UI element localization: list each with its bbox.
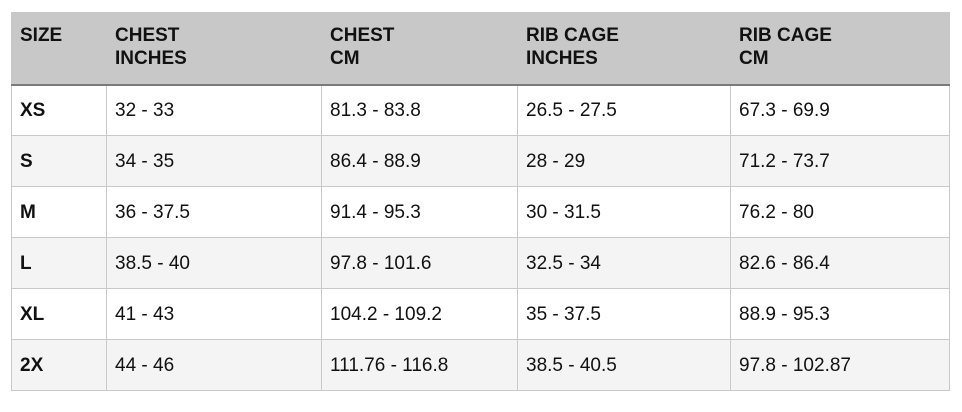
chest-inches-cell: 36 - 37.5 — [106, 186, 322, 238]
rib-cage-cm-cell: 76.2 - 80 — [730, 186, 950, 238]
rib-cage-cm-cell: 71.2 - 73.7 — [730, 135, 950, 187]
table-body: XS 32 - 33 81.3 - 83.8 26.5 - 27.5 67.3 … — [11, 84, 950, 391]
chest-cm-cell: 86.4 - 88.9 — [321, 135, 518, 187]
chest-cm-cell: 104.2 - 109.2 — [321, 288, 518, 340]
header-size: SIZE — [11, 12, 107, 86]
size-cell: S — [11, 135, 107, 187]
rib-cage-cm-cell: 67.3 - 69.9 — [730, 84, 950, 136]
rib-cage-cm-cell: 82.6 - 86.4 — [730, 237, 950, 289]
rib-cage-inches-cell: 38.5 - 40.5 — [517, 339, 731, 391]
size-cell: M — [11, 186, 107, 238]
chest-inches-cell: 32 - 33 — [106, 84, 322, 136]
table-row: S 34 - 35 86.4 - 88.9 28 - 29 71.2 - 73.… — [11, 135, 950, 187]
table-header: SIZE CHEST INCHES CHEST CM RIB CAGE INCH… — [11, 12, 950, 86]
size-cell: L — [11, 237, 107, 289]
chest-cm-cell: 111.76 - 116.8 — [321, 339, 518, 391]
rib-cage-inches-cell: 28 - 29 — [517, 135, 731, 187]
table-row: XL 41 - 43 104.2 - 109.2 35 - 37.5 88.9 … — [11, 288, 950, 340]
rib-cage-cm-cell: 88.9 - 95.3 — [730, 288, 950, 340]
size-cell: XL — [11, 288, 107, 340]
size-chart-table: SIZE CHEST INCHES CHEST CM RIB CAGE INCH… — [11, 12, 950, 391]
rib-cage-inches-cell: 35 - 37.5 — [517, 288, 731, 340]
table-row: L 38.5 - 40 97.8 - 101.6 32.5 - 34 82.6 … — [11, 237, 950, 289]
chest-cm-cell: 97.8 - 101.6 — [321, 237, 518, 289]
chest-inches-cell: 38.5 - 40 — [106, 237, 322, 289]
header-rib-cage-cm: RIB CAGE CM — [730, 12, 950, 86]
table-row: XS 32 - 33 81.3 - 83.8 26.5 - 27.5 67.3 … — [11, 84, 950, 136]
table-row: 2X 44 - 46 111.76 - 116.8 38.5 - 40.5 97… — [11, 339, 950, 391]
header-row: SIZE CHEST INCHES CHEST CM RIB CAGE INCH… — [11, 12, 950, 86]
chest-inches-cell: 41 - 43 — [106, 288, 322, 340]
rib-cage-inches-cell: 32.5 - 34 — [517, 237, 731, 289]
chest-cm-cell: 91.4 - 95.3 — [321, 186, 518, 238]
table-row: M 36 - 37.5 91.4 - 95.3 30 - 31.5 76.2 -… — [11, 186, 950, 238]
header-rib-cage-inches: RIB CAGE INCHES — [517, 12, 731, 86]
chest-inches-cell: 44 - 46 — [106, 339, 322, 391]
rib-cage-cm-cell: 97.8 - 102.87 — [730, 339, 950, 391]
chest-inches-cell: 34 - 35 — [106, 135, 322, 187]
size-cell: 2X — [11, 339, 107, 391]
rib-cage-inches-cell: 26.5 - 27.5 — [517, 84, 731, 136]
header-chest-cm: CHEST CM — [321, 12, 518, 86]
rib-cage-inches-cell: 30 - 31.5 — [517, 186, 731, 238]
chest-cm-cell: 81.3 - 83.8 — [321, 84, 518, 136]
size-cell: XS — [11, 84, 107, 136]
header-chest-inches: CHEST INCHES — [106, 12, 322, 86]
